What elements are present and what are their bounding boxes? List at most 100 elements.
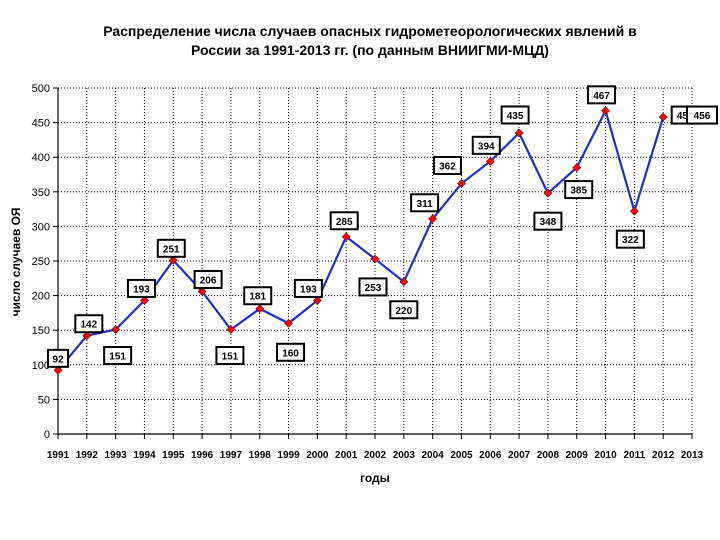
data-label: 142 <box>80 320 97 331</box>
x-tick-label: 2010 <box>594 450 617 461</box>
data-label-box <box>358 277 388 297</box>
x-tick-label: 2008 <box>537 450 560 461</box>
data-label: 362 <box>439 161 456 172</box>
data-label-box <box>243 286 273 306</box>
data-label-box <box>126 278 156 298</box>
data-point <box>312 296 322 305</box>
data-label: 193 <box>133 284 150 295</box>
data-point <box>601 106 610 116</box>
data-point <box>485 156 495 166</box>
x-tick-label: 2012 <box>652 450 675 461</box>
data-label: 385 <box>570 186 587 197</box>
data-label-box <box>74 314 104 334</box>
y-tick-label: 100 <box>32 360 50 372</box>
x-tick-label: 2001 <box>335 450 358 461</box>
y-tick-label: 400 <box>32 152 50 164</box>
x-tick-label: 1997 <box>220 450 243 461</box>
data-point <box>284 318 293 328</box>
data-label-box <box>276 342 306 362</box>
y-tick-label: 150 <box>32 325 50 337</box>
data-point <box>572 163 582 173</box>
data-label: 220 <box>395 306 412 317</box>
x-tick-label: 2005 <box>450 450 473 461</box>
chart-title: Распределение числа случаев опасных гидр… <box>40 22 700 60</box>
data-label: 206 <box>200 275 217 286</box>
chart-title-line-1: Распределение числа случаев опасных гидр… <box>103 23 637 39</box>
y-axis-title: число случаев ОЯ <box>9 208 23 317</box>
data-label-box <box>293 278 323 298</box>
data-point <box>111 325 121 334</box>
data-label: 394 <box>478 141 495 152</box>
data-label-box <box>564 180 594 200</box>
data-label-box <box>587 85 617 105</box>
data-point <box>457 179 466 188</box>
y-tick-label: 250 <box>32 256 50 268</box>
data-point <box>140 296 149 305</box>
y-tick-label: 0 <box>44 429 50 441</box>
data-point <box>370 254 380 264</box>
x-tick-label: 2002 <box>364 450 387 461</box>
data-point <box>399 277 409 287</box>
data-label: 348 <box>540 217 557 228</box>
data-label: 181 <box>249 292 266 303</box>
y-tick-label: 350 <box>32 187 50 199</box>
x-tick-label: 2006 <box>479 450 502 461</box>
x-tick-label: 1995 <box>162 450 185 461</box>
data-label-box <box>103 346 133 366</box>
chart-title-line-2: России за 1991-2013 гг. (по данным ВНИИГ… <box>191 42 549 58</box>
y-tick-label: 450 <box>32 118 50 130</box>
data-label-box <box>533 211 563 231</box>
data-label-box <box>500 105 530 125</box>
data-point <box>658 112 668 122</box>
data-label-box <box>156 238 186 258</box>
y-tick-label: 300 <box>32 221 50 233</box>
data-point <box>226 325 236 334</box>
x-tick-label: 2003 <box>393 450 416 461</box>
data-label: 311 <box>417 199 434 210</box>
data-label-box <box>329 211 359 231</box>
x-tick-label: 1991 <box>47 450 70 461</box>
x-axis-title: годы <box>360 471 390 485</box>
x-tick-label: 1999 <box>277 450 300 461</box>
x-tick-label: 2004 <box>422 450 445 461</box>
data-label-box <box>47 348 69 368</box>
data-label: 253 <box>365 283 382 294</box>
data-label: 151 <box>109 352 126 363</box>
data-label-box <box>471 135 501 155</box>
data-point <box>255 304 265 314</box>
data-label: 160 <box>282 348 299 359</box>
series-line <box>57 107 665 372</box>
data-point <box>629 206 639 216</box>
data-label: 92 <box>52 354 64 365</box>
data-label-box <box>410 193 440 213</box>
extra-label-box <box>686 105 718 125</box>
x-tick-label: 2009 <box>566 450 589 461</box>
x-tick-label: 1996 <box>191 450 214 461</box>
data-point <box>428 214 438 224</box>
data-label: 193 <box>300 284 317 295</box>
data-label-box <box>193 269 223 289</box>
data-label: 285 <box>336 217 353 228</box>
data-point <box>168 255 178 265</box>
x-tick-label: 1992 <box>76 450 99 461</box>
data-label-box <box>215 346 245 366</box>
data-label: 251 <box>163 244 180 255</box>
x-tick-label: 1994 <box>133 450 156 461</box>
data-point <box>53 365 63 375</box>
x-tick-label: 2011 <box>624 450 646 461</box>
data-point <box>82 331 92 341</box>
x-tick-label: 1993 <box>105 450 128 461</box>
y-tick-label: 200 <box>32 291 50 303</box>
y-tick-label: 500 <box>32 83 50 95</box>
data-point <box>514 128 524 138</box>
data-label: 435 <box>507 111 524 122</box>
data-label: 467 <box>593 91 610 102</box>
data-point <box>543 188 553 198</box>
data-label-box <box>389 300 419 320</box>
data-label-box <box>615 229 645 249</box>
data-point <box>197 287 207 296</box>
data-label-box <box>432 155 462 175</box>
x-tick-label: 2000 <box>306 450 329 461</box>
extra-label: 456 <box>694 111 711 122</box>
